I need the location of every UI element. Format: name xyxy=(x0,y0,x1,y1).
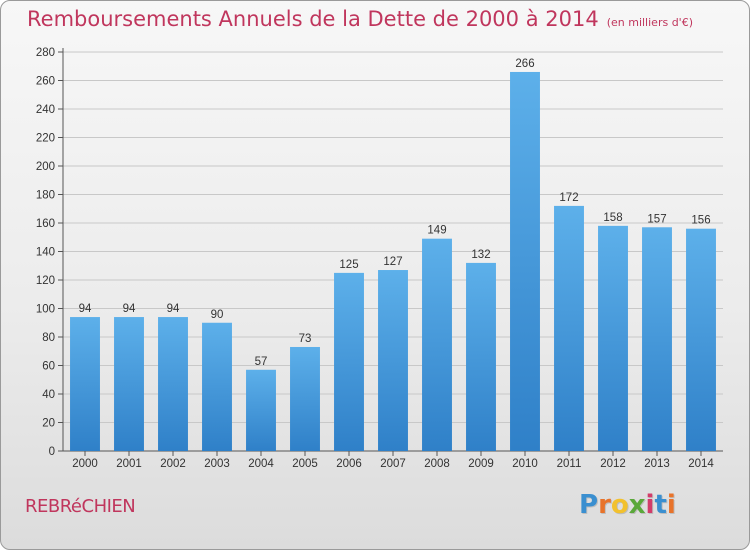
y-tick-label: 140 xyxy=(36,247,55,259)
bar xyxy=(202,322,232,451)
logo-letter: x xyxy=(628,490,646,520)
x-tick-label: 2001 xyxy=(116,458,142,470)
x-tick-label: 2002 xyxy=(160,458,186,470)
y-tick-label: 120 xyxy=(36,275,55,287)
chart-title-unit: (en milliers d'€) xyxy=(606,16,693,29)
y-tick-label: 60 xyxy=(42,361,55,373)
bar-value-label: 57 xyxy=(255,356,268,368)
y-tick-label: 160 xyxy=(36,218,55,230)
bar-value-label: 132 xyxy=(471,249,490,261)
y-tick-label: 80 xyxy=(42,332,55,344)
x-tick-label: 2013 xyxy=(644,458,670,470)
y-tick-label: 200 xyxy=(36,161,55,173)
bar-value-label: 172 xyxy=(559,192,578,204)
bar-value-label: 73 xyxy=(299,333,312,345)
bar xyxy=(554,205,584,451)
x-tick-label: 2014 xyxy=(688,458,714,470)
x-tick-label: 2003 xyxy=(204,458,230,470)
bar xyxy=(290,346,320,451)
y-tick-label: 0 xyxy=(49,446,55,458)
y-tick-label: 180 xyxy=(36,190,55,202)
x-tick-label: 2005 xyxy=(292,458,318,470)
y-tick-label: 240 xyxy=(36,104,55,116)
bar xyxy=(70,317,100,451)
x-tick-label: 2010 xyxy=(512,458,538,470)
bar-value-label: 157 xyxy=(647,213,666,225)
bar-value-label: 156 xyxy=(691,215,710,227)
bar xyxy=(246,369,276,451)
x-tick-label: 2004 xyxy=(248,458,274,470)
x-tick-label: 2007 xyxy=(380,458,406,470)
bar xyxy=(466,262,496,451)
bar xyxy=(158,317,188,451)
x-tick-label: 2012 xyxy=(600,458,626,470)
x-tick-label: 2000 xyxy=(72,458,98,470)
y-tick-label: 20 xyxy=(42,418,55,430)
bar xyxy=(510,71,540,451)
logo-letter: o xyxy=(610,490,629,520)
bar xyxy=(114,317,144,451)
chart-title: Remboursements Annuels de la Dette de 20… xyxy=(27,7,693,31)
x-tick-label: 2011 xyxy=(557,458,582,470)
logo-letter: P xyxy=(579,490,599,520)
chart-title-text: Remboursements Annuels de la Dette de 20… xyxy=(27,7,599,31)
logo-letter: t xyxy=(654,490,667,520)
bar-value-label: 127 xyxy=(383,256,402,268)
commune-name: REBRéCHIEN xyxy=(25,496,136,517)
logo-letter: i xyxy=(645,490,655,520)
proxiti-logo: Proxiti xyxy=(579,490,676,520)
bar xyxy=(378,270,408,451)
x-tick-label: 2008 xyxy=(424,458,450,470)
bar-value-label: 149 xyxy=(427,225,446,237)
bar-value-label: 125 xyxy=(339,259,358,271)
x-tick-label: 2009 xyxy=(468,458,494,470)
bar-value-label: 94 xyxy=(167,303,180,315)
y-tick-label: 220 xyxy=(36,133,55,145)
y-tick-label: 260 xyxy=(36,76,55,88)
bar xyxy=(334,272,364,451)
bar xyxy=(642,227,672,451)
bar-value-label: 90 xyxy=(211,309,224,321)
logo-letter: r xyxy=(598,490,611,520)
y-tick-label: 100 xyxy=(36,304,55,316)
bar xyxy=(686,228,716,451)
bar-value-label: 94 xyxy=(79,303,92,315)
logo-letter: i xyxy=(666,490,676,520)
labels: 0 20 40 60 80 100 120 140 160 180 200 220 240 260 280 9… xyxy=(36,47,715,470)
bar-value-label: 94 xyxy=(123,303,136,315)
y-tick-label: 280 xyxy=(36,47,55,59)
bar xyxy=(422,238,452,451)
bar xyxy=(598,225,628,451)
y-tick-label: 40 xyxy=(42,389,55,401)
x-tick-label: 2006 xyxy=(336,458,362,470)
bar-value-label: 266 xyxy=(515,58,534,70)
bar-value-label: 158 xyxy=(603,212,622,224)
bars xyxy=(70,71,716,451)
